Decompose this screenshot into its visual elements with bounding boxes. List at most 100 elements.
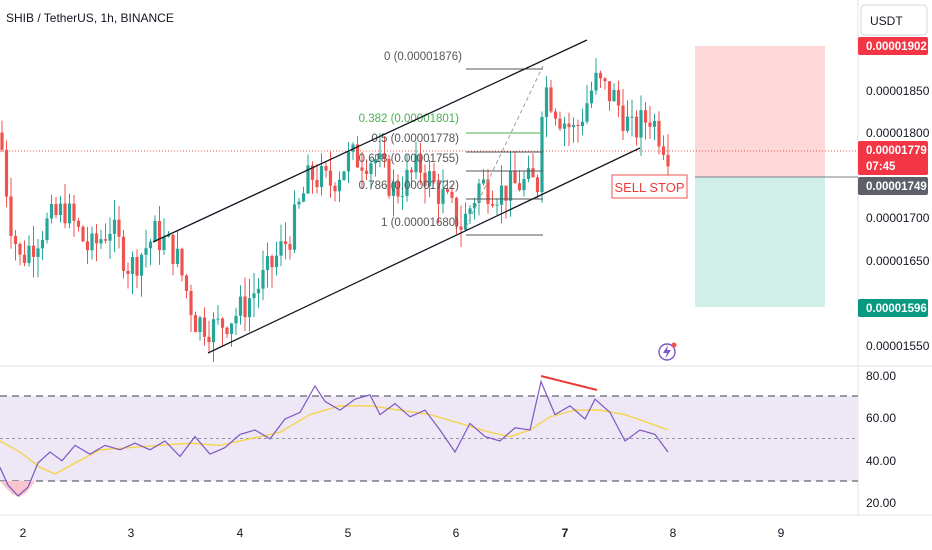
candle-body — [553, 111, 558, 119]
candle-body — [175, 248, 180, 265]
price-tick: 0.00001800 — [866, 126, 930, 140]
candle-body — [409, 169, 414, 173]
stop-price-badge: 0.00001902 — [858, 37, 928, 55]
candle-body — [337, 179, 342, 192]
candle-body — [513, 170, 517, 184]
candle-body — [526, 168, 531, 180]
candle-body — [67, 203, 72, 224]
price-axis[interactable]: 0.00001850 0.00001800 0.00001700 0.00001… — [866, 84, 930, 353]
candle-body — [544, 87, 549, 117]
candle-body — [603, 78, 607, 82]
candle-body — [580, 121, 585, 127]
candle-body — [630, 116, 634, 118]
last-price-badge: 0.00001779 07:45 — [858, 141, 928, 175]
candle-body — [486, 179, 490, 204]
candle-body — [666, 154, 670, 167]
entry-price-badge: 0.00001749 — [858, 177, 928, 195]
candle-body — [76, 220, 81, 227]
candle-body — [391, 181, 396, 196]
candle-body — [4, 149, 9, 197]
chart-title: SHIB / TetherUS, 1h, BINANCE — [6, 11, 174, 25]
candle-body — [432, 171, 436, 182]
candle-body — [472, 202, 477, 209]
price-tick: 0.00001850 — [866, 84, 930, 98]
candle-body — [261, 269, 265, 289]
svg-text:0.00001779: 0.00001779 — [866, 145, 927, 157]
candle-body — [607, 81, 612, 102]
candle-body — [648, 122, 652, 127]
candle-body — [364, 170, 369, 175]
candle-body — [571, 124, 576, 128]
candle-body — [504, 185, 508, 201]
rsi-tick: 40.00 — [866, 454, 896, 468]
candle-body — [427, 171, 432, 187]
fibonacci-retracement[interactable]: 0 (0.00001876) 0.382 (0.00001801) 0.5 (0… — [359, 51, 544, 236]
candle-body — [18, 243, 22, 255]
candle-body — [211, 319, 216, 343]
candle-body — [139, 254, 144, 276]
candle-body — [481, 179, 486, 184]
rsi-line — [0, 379, 669, 497]
candle-body — [387, 158, 391, 196]
candle-body — [333, 185, 337, 192]
candle-body — [184, 275, 189, 291]
target-price-badge: 0.00001596 — [858, 299, 928, 317]
candle-body — [36, 248, 40, 257]
currency-label: USDT — [870, 14, 903, 28]
candles — [0, 58, 670, 362]
candle-body — [382, 153, 387, 159]
candle-body — [103, 239, 108, 241]
channel-upper — [152, 39, 588, 243]
candle-body — [112, 219, 117, 234]
time-tick: 5 — [345, 526, 352, 540]
candle-body — [625, 116, 630, 131]
candle-body — [346, 151, 351, 172]
candle-body — [360, 167, 364, 171]
candle-body — [49, 203, 54, 219]
candle-body — [45, 218, 49, 240]
candle-body — [292, 204, 297, 250]
candle-body — [81, 226, 85, 242]
candle-body — [279, 241, 283, 256]
currency-button[interactable]: USDT — [860, 4, 928, 36]
candle-body — [193, 315, 198, 333]
lightning-icon[interactable] — [658, 342, 677, 361]
candle-body — [567, 123, 571, 128]
candle-body — [396, 181, 400, 197]
fib-label-1: 1 (0.00001680) — [381, 217, 459, 229]
candle-body — [598, 72, 603, 79]
candle-body — [661, 146, 666, 155]
candle-body — [643, 110, 648, 123]
candle-body — [369, 163, 373, 175]
fib-label-786: 0.786 (0.00001722) — [359, 180, 460, 192]
parallel-channel[interactable] — [152, 39, 641, 354]
candle-body — [126, 270, 130, 274]
candle-body — [531, 168, 535, 178]
candle-body — [9, 196, 13, 237]
candle-body — [400, 195, 405, 197]
candle-body — [166, 234, 171, 237]
fib-label-382: 0.382 (0.00001801) — [359, 113, 460, 125]
sell-stop-annotation[interactable]: SELL STOP — [611, 174, 688, 199]
channel-lower — [207, 147, 641, 354]
candle-body — [0, 132, 4, 150]
rsi-axis[interactable]: 80.00 60.00 40.00 20.00 — [866, 369, 896, 510]
candle-body — [130, 257, 135, 274]
candle-body — [616, 90, 621, 106]
take-profit-zone — [695, 177, 825, 307]
candle-body — [436, 181, 441, 204]
candle-body — [463, 213, 468, 230]
candle-body — [58, 203, 63, 216]
time-tick: 7 — [562, 526, 569, 540]
time-axis[interactable]: 2 3 4 5 6 7 8 9 — [20, 526, 785, 540]
candle-body — [189, 290, 193, 316]
rsi-tick: 80.00 — [866, 369, 896, 383]
candle-body — [324, 166, 328, 171]
short-position-tool[interactable] — [695, 46, 858, 307]
candle-body — [508, 170, 513, 201]
time-tick: 8 — [670, 526, 677, 540]
candle-body — [517, 183, 522, 191]
time-tick: 3 — [128, 526, 135, 540]
countdown-label: 07:45 — [866, 161, 896, 173]
